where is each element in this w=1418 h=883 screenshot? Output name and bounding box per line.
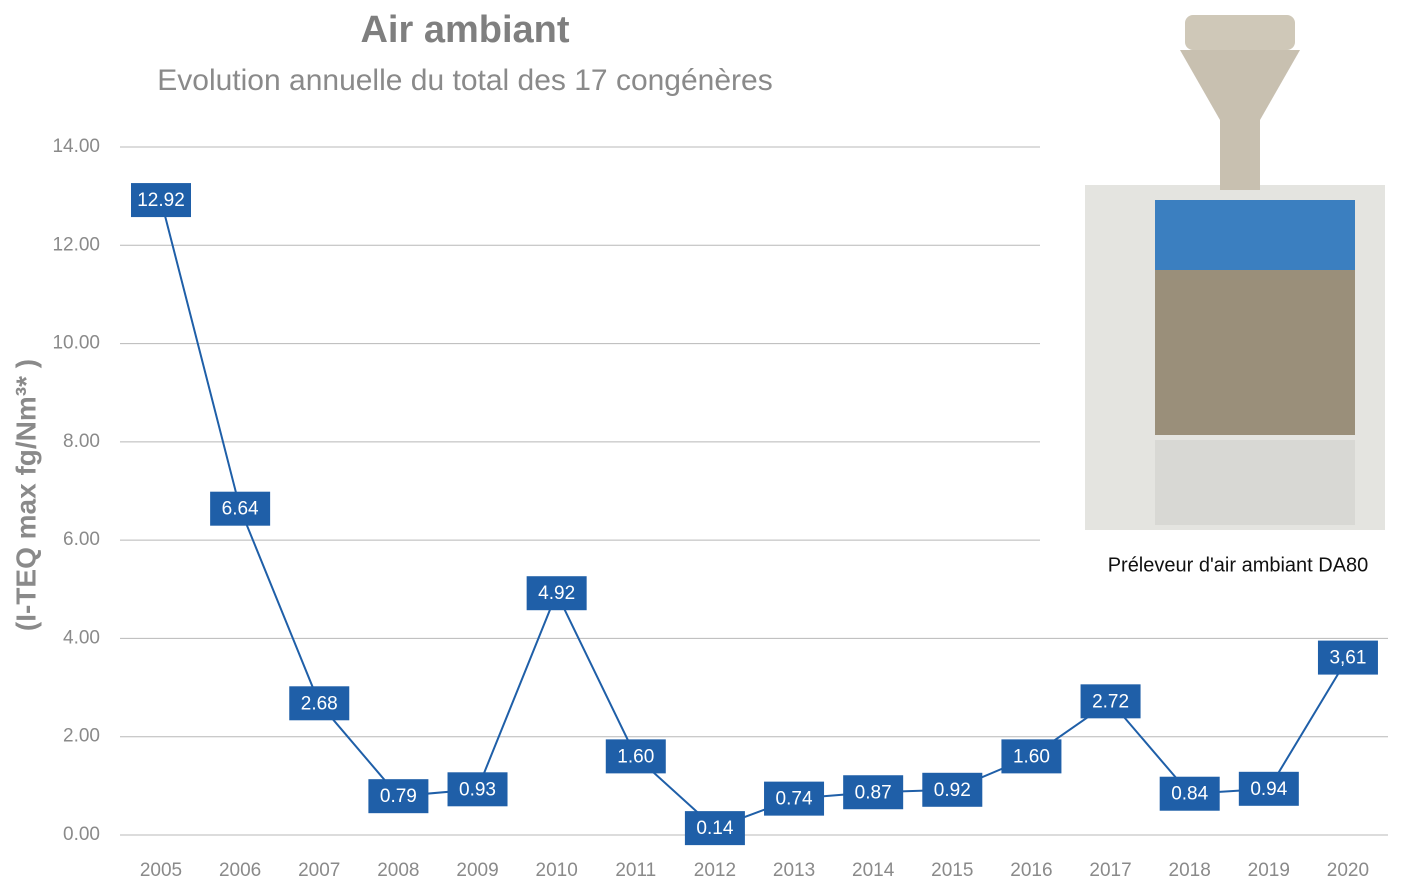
x-tick-label: 2019 — [1248, 860, 1290, 881]
data-label: 0.94 — [1238, 771, 1299, 806]
label-box — [368, 779, 429, 814]
label-text: 6.64 — [222, 499, 259, 520]
device-photo — [1085, 15, 1385, 530]
x-tick-label: 2013 — [773, 860, 815, 881]
y-tick-label: 4.00 — [63, 627, 100, 648]
data-label: 0.93 — [447, 772, 508, 807]
data-label: 0.92 — [922, 772, 983, 807]
label-text: 0.84 — [1171, 784, 1208, 805]
y-tick-label: 0.00 — [63, 824, 100, 845]
y-axis-label: (I-TEQ max fg/Nm³* ) — [10, 359, 41, 631]
y-tick-label: 6.00 — [63, 529, 100, 550]
y-tick-label: 14.00 — [52, 136, 100, 157]
label-text: 12.92 — [137, 190, 185, 211]
data-label: 3,61 — [1317, 640, 1378, 675]
label-box — [684, 811, 745, 846]
x-tick-label: 2010 — [536, 860, 578, 881]
label-box — [1317, 640, 1378, 675]
control-panel — [1155, 200, 1355, 270]
inlet-cap — [1185, 15, 1295, 50]
x-tick-label: 2006 — [219, 860, 261, 881]
label-text: 2.72 — [1092, 691, 1129, 712]
x-tick-label: 2005 — [140, 860, 182, 881]
label-box — [131, 183, 191, 218]
x-tick-label: 2012 — [694, 860, 736, 881]
label-box — [1159, 776, 1220, 811]
x-tick-label: 2007 — [298, 860, 340, 881]
data-label: 1.60 — [1001, 739, 1062, 774]
label-box — [526, 576, 587, 611]
label-box — [605, 739, 666, 774]
label-box — [447, 772, 508, 807]
y-tick-label: 2.00 — [63, 726, 100, 747]
data-label: 2.72 — [1080, 684, 1141, 719]
y-tick-label: 10.00 — [52, 333, 100, 354]
label-text: 3,61 — [1329, 648, 1366, 669]
label-box — [843, 775, 904, 810]
data-label: 4.92 — [526, 576, 587, 611]
data-label: 0.79 — [368, 779, 429, 814]
label-box — [764, 781, 825, 816]
interior — [1155, 270, 1355, 435]
data-label: 6.64 — [210, 491, 271, 526]
chart-title: Air ambiant — [360, 9, 569, 51]
label-box — [1001, 739, 1062, 774]
label-text: 0.79 — [380, 786, 417, 807]
label-box — [210, 491, 271, 526]
x-tick-label: 2018 — [1169, 860, 1211, 881]
image-caption: Préleveur d'air ambiant DA80 — [1108, 554, 1369, 576]
label-box — [1080, 684, 1141, 719]
inlet-tube — [1220, 110, 1260, 190]
data-label: 0.87 — [843, 775, 904, 810]
data-label: 2.68 — [289, 686, 350, 721]
data-label: 1.60 — [605, 739, 666, 774]
data-label: 0.84 — [1159, 776, 1220, 811]
data-label: 0.14 — [684, 811, 745, 846]
inlet-head — [1180, 50, 1300, 120]
y-tick-label: 12.00 — [52, 234, 100, 255]
label-text: 1.60 — [617, 746, 654, 767]
label-box — [922, 772, 983, 807]
data-label: 12.92 — [131, 183, 191, 218]
x-tick-label: 2011 — [615, 860, 656, 881]
label-text: 4.92 — [538, 583, 575, 604]
lower-panel — [1155, 440, 1355, 525]
x-tick-label: 2008 — [377, 860, 419, 881]
label-text: 0.74 — [776, 789, 813, 810]
x-tick-label: 2020 — [1327, 860, 1369, 881]
x-tick-label: 2016 — [1010, 860, 1052, 881]
label-text: 0.14 — [696, 818, 733, 839]
label-text: 0.87 — [855, 782, 892, 803]
x-tick-label: 2017 — [1089, 860, 1131, 881]
label-text: 1.60 — [1013, 746, 1050, 767]
label-text: 0.93 — [459, 779, 496, 800]
x-tick-label: 2014 — [852, 860, 895, 881]
data-label: 0.74 — [764, 781, 825, 816]
x-tick-label: 2009 — [456, 860, 498, 881]
x-tick-label: 2015 — [931, 860, 973, 881]
label-box — [1238, 771, 1299, 806]
label-text: 0.92 — [934, 780, 971, 801]
y-tick-label: 8.00 — [63, 431, 100, 452]
label-box — [289, 686, 350, 721]
line — [160, 199, 1349, 830]
label-text: 2.68 — [301, 693, 338, 714]
chart-subtitle: Evolution annuelle du total des 17 congé… — [157, 64, 772, 97]
label-text: 0.94 — [1250, 779, 1287, 800]
